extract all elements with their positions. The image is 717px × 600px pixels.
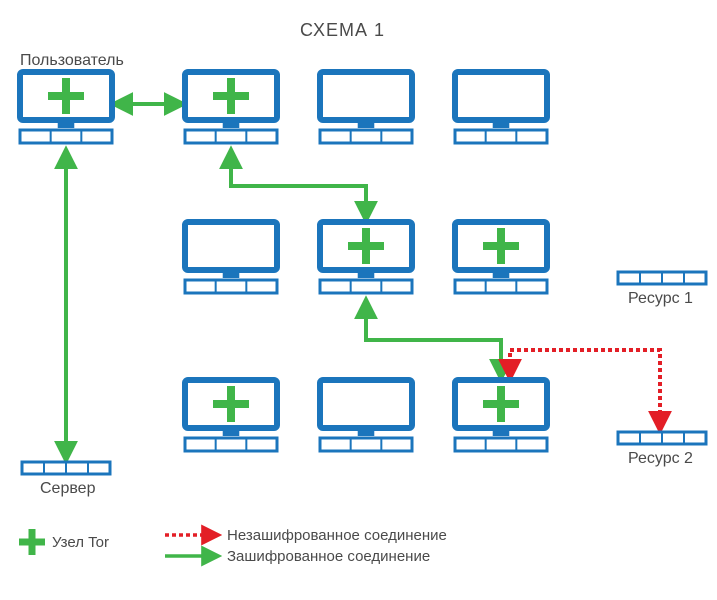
computer-icon (320, 380, 412, 451)
computer-tor-node-icon (185, 72, 277, 143)
computer-tor-node-icon (20, 72, 112, 143)
nodes-group (20, 72, 706, 474)
plus-icon (19, 529, 45, 555)
legend-label-unencrypted: Незашифрованное соединение (227, 527, 447, 544)
encrypted-connection (231, 150, 366, 220)
label-server: Сервер (40, 480, 95, 498)
diagram-canvas: СХЕМА 1 Пользователь Сервер Ресурс 1 Рес… (0, 0, 717, 600)
computer-icon (320, 72, 412, 143)
legend-group (19, 529, 218, 556)
computer-icon (455, 72, 547, 143)
computer-tor-node-icon (320, 222, 412, 293)
legend-label-encrypted: Зашифрованное соединение (227, 548, 430, 565)
rack-icon (22, 462, 110, 474)
computer-tor-node-icon (185, 380, 277, 451)
label-user: Пользователь (20, 52, 124, 70)
encrypted-connection (366, 300, 501, 378)
legend-label-tor: Узел Tor (52, 534, 109, 551)
computer-icon (185, 222, 277, 293)
svg-layer (0, 0, 717, 600)
rack-icon (618, 272, 706, 284)
label-resource2: Ресурс 2 (628, 450, 693, 468)
rack-icon (618, 432, 706, 444)
label-resource1: Ресурс 1 (628, 290, 693, 308)
computer-tor-node-icon (455, 380, 547, 451)
computer-tor-node-icon (455, 222, 547, 293)
